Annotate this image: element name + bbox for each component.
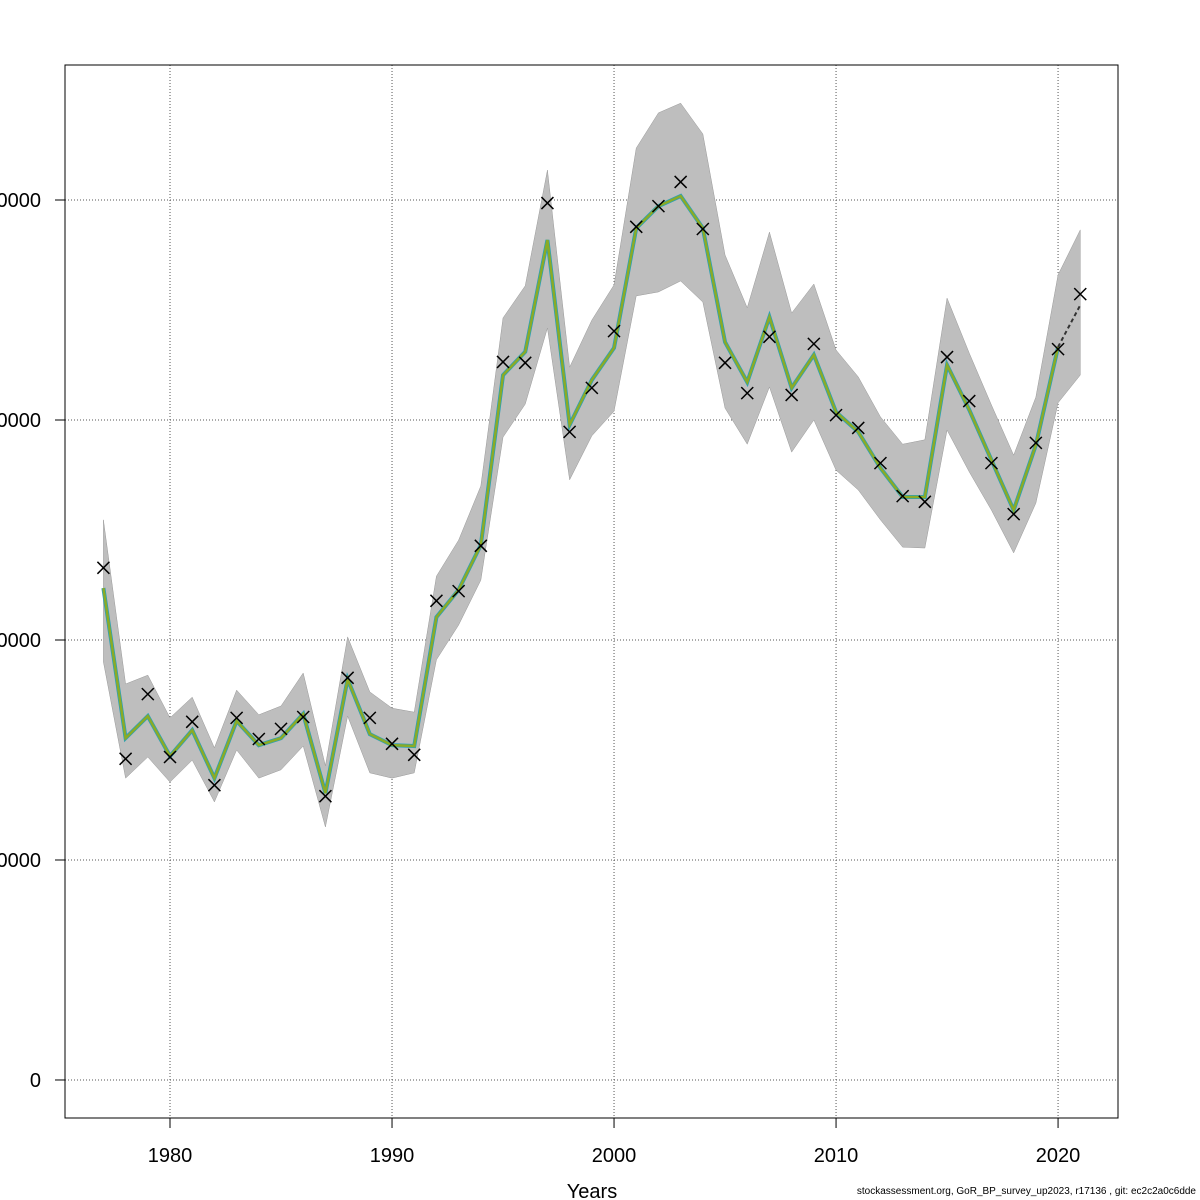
x-tick-label: 2010 [814,1145,859,1167]
observation-marker [452,584,466,598]
x-tick-label: 1990 [370,1145,415,1167]
y-tick-label: 50000 [0,850,41,872]
y-tick-label: 0 [30,1070,41,1092]
footer: stockassessment.org, GoR_BP_survey_up202… [857,1186,1197,1197]
observation-marker [563,425,577,439]
observation-marker [141,687,155,701]
observation-marker [540,196,554,210]
observation-marker [407,748,421,762]
observation-marker [829,408,843,422]
observation-marker [518,356,532,370]
observation-marker [762,330,776,344]
plot-frame [64,64,1119,1119]
observation-marker [341,671,355,685]
forecast-line [1057,304,1082,348]
observation-marker [185,715,199,729]
observation-marker [873,456,887,470]
confidence-band [103,102,1081,828]
observation-marker [363,711,377,725]
observation-marker [607,324,621,338]
observation-marker [718,356,732,370]
observation-marker [207,778,221,792]
observation-marker [274,722,288,736]
x-tick-label: 2000 [592,1145,637,1167]
observation-marker [1051,342,1065,356]
observation-marker [629,220,643,234]
observation-marker [896,489,910,503]
observation-marker [940,350,954,364]
observation-marker [96,561,110,575]
observation-marker [851,421,865,435]
observation-marker [807,337,821,351]
observation-marker [1073,287,1087,301]
y-tick-label: 100000 [0,630,41,652]
observation-marker [318,789,332,803]
observation-marker [252,732,266,746]
observation-marker [984,456,998,470]
observation-marker [918,495,932,509]
observation-marker [585,381,599,395]
observation-marker [429,594,443,608]
y-tick-label: 150000 [0,410,41,432]
observation-marker [651,199,665,213]
y-tick-label: 200000 [0,190,41,212]
observation-marker [740,386,754,400]
observation-marker [1029,436,1043,450]
x-tick-label: 1980 [148,1145,193,1167]
observation-marker [230,711,244,725]
observation-marker [674,175,688,189]
observation-marker [962,394,976,408]
observation-marker [296,710,310,724]
x-axis-label: Years [567,1181,617,1200]
observation-marker [163,750,177,764]
observation-marker [385,737,399,751]
observation-marker [496,355,510,369]
observation-marker [785,388,799,402]
observation-marker [1007,507,1021,521]
observation-marker [474,539,488,553]
x-tick-label: 2020 [1036,1145,1081,1167]
observation-marker [696,222,710,236]
observation-marker [119,752,133,766]
